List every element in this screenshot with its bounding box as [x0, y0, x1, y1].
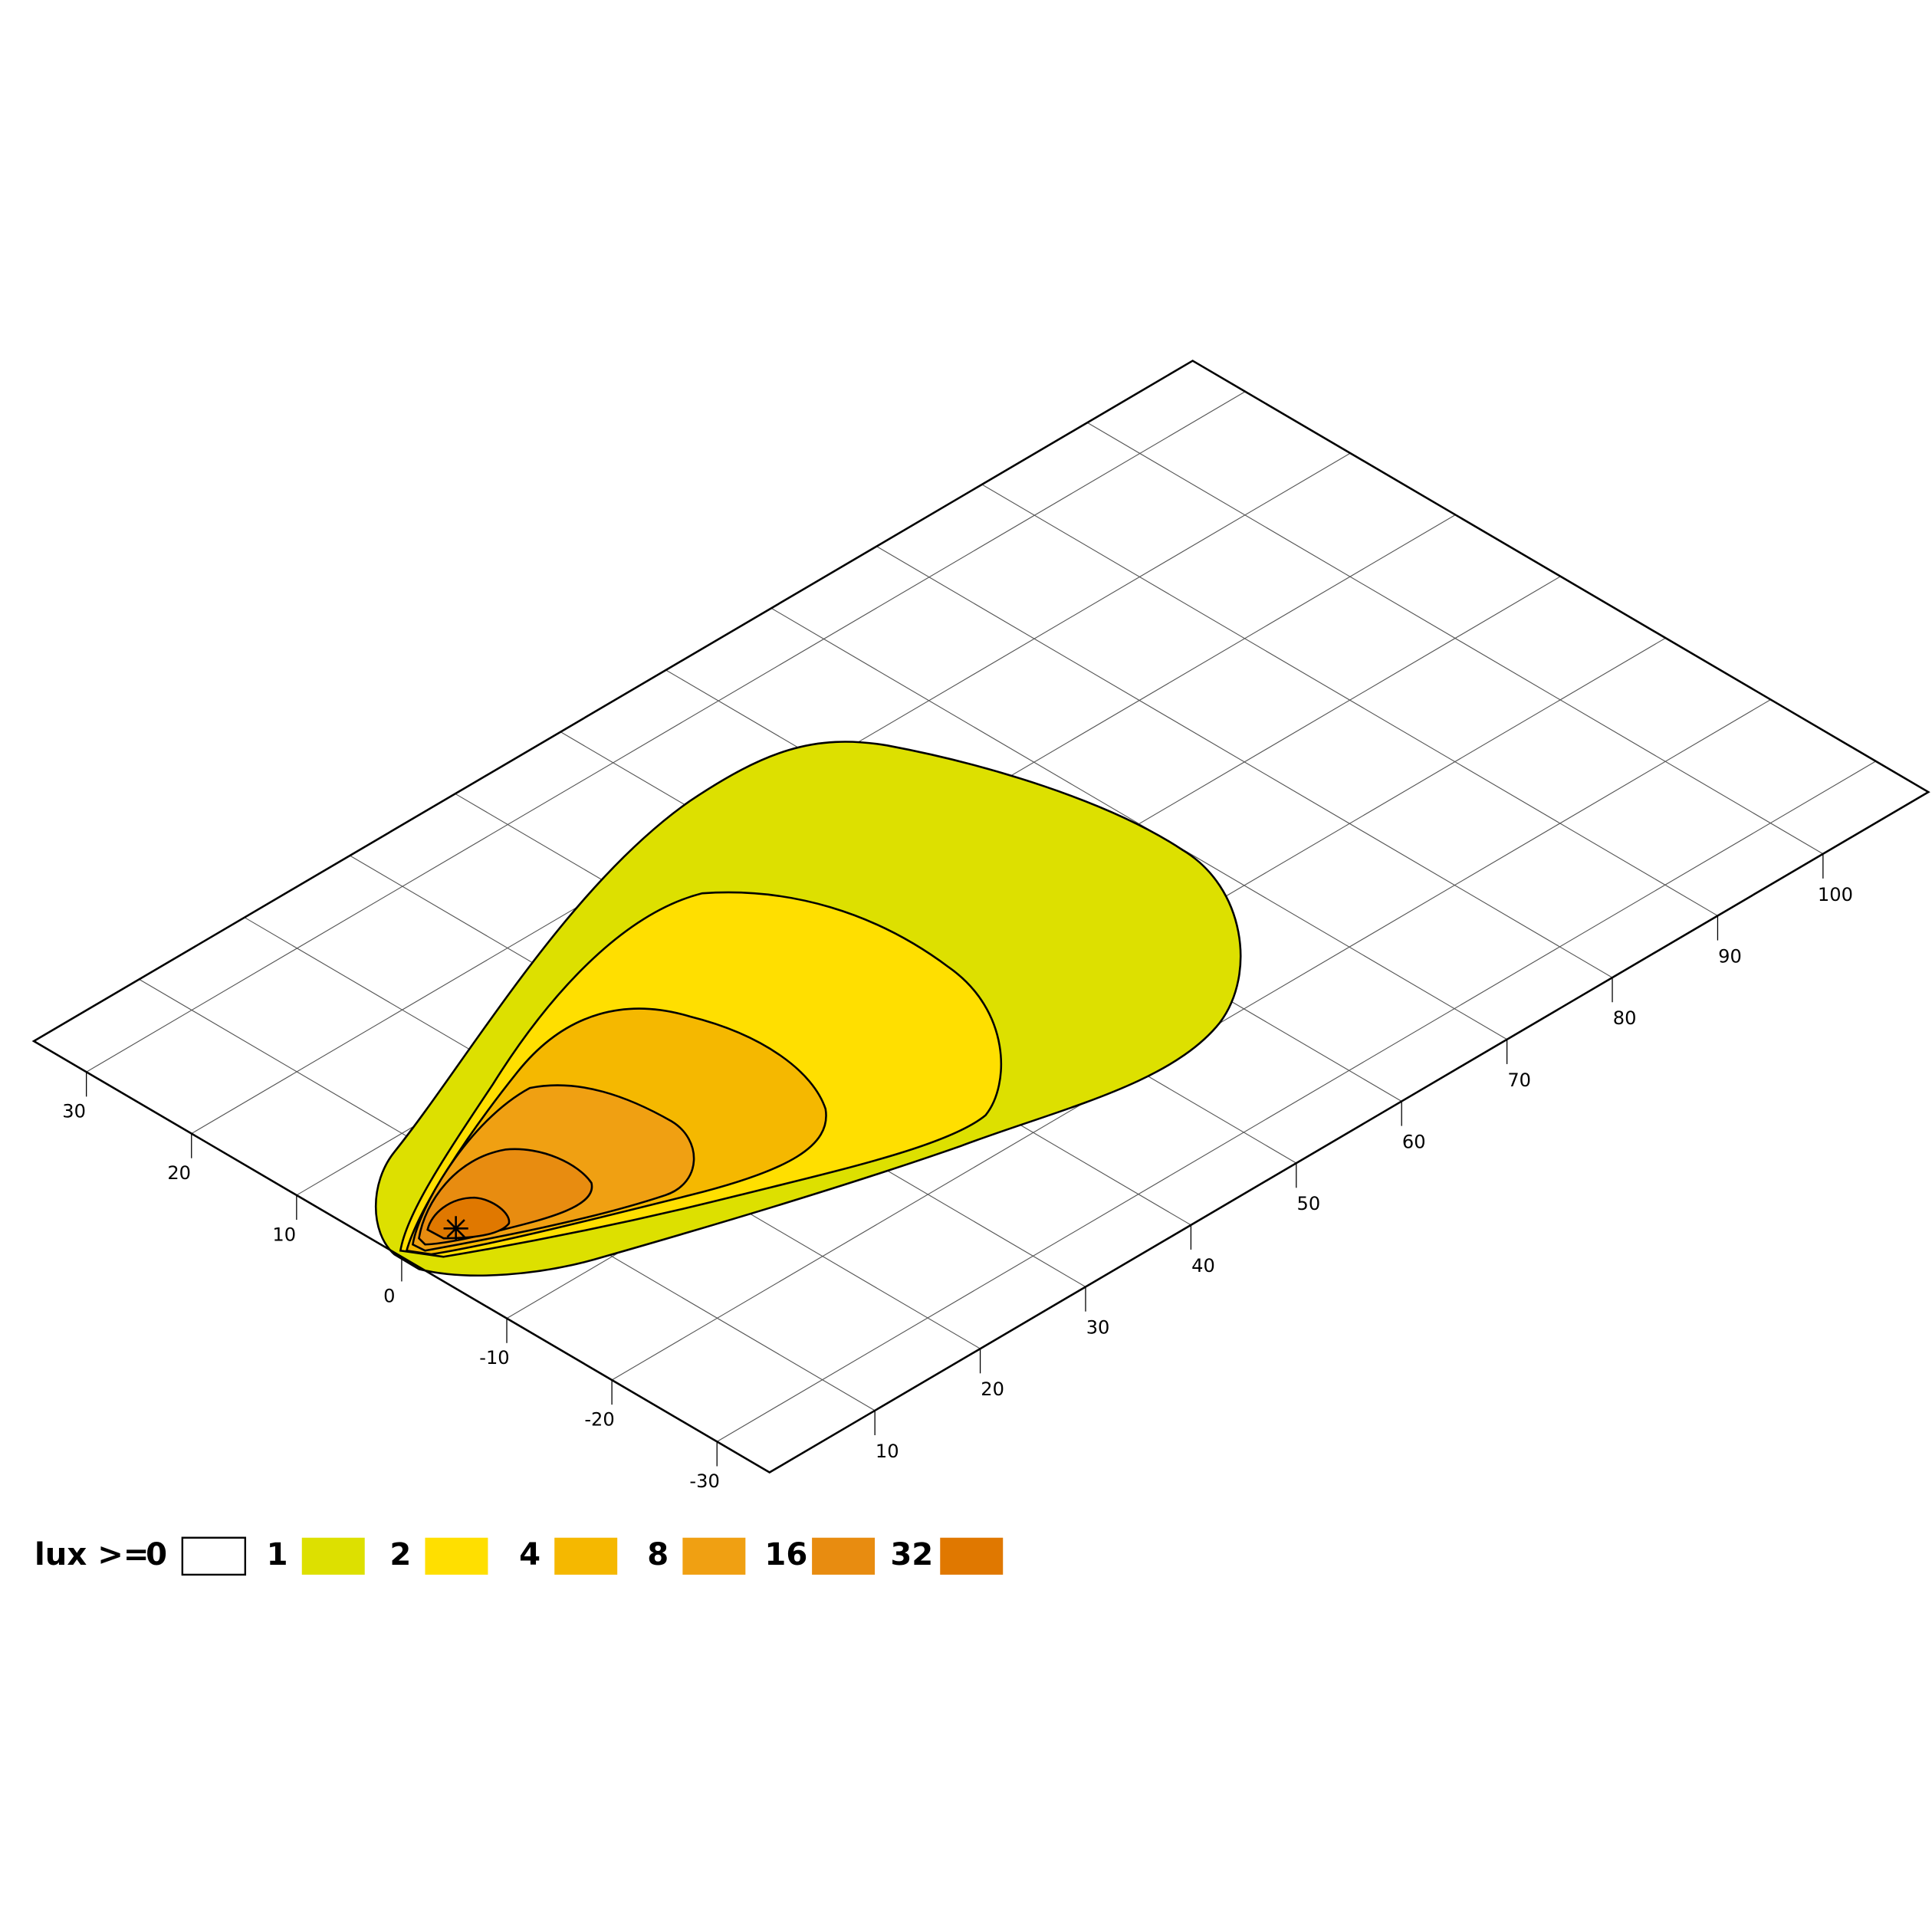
legend: lux >= 0 1 2 4 8 16 32: [34, 1536, 1004, 1576]
x-tick-label: 40: [1191, 1255, 1215, 1276]
plane-border: [31, 360, 1930, 1474]
legend-label: 2: [389, 1537, 411, 1572]
legend-label: 32: [890, 1537, 933, 1572]
y-tick-label: -20: [584, 1408, 614, 1430]
legend-label: 0: [146, 1537, 167, 1572]
light-source: [443, 1216, 468, 1241]
x-tick-label: 70: [1507, 1070, 1531, 1091]
y-tick-label: 10: [272, 1224, 296, 1245]
x-tick-label: 50: [1297, 1193, 1321, 1214]
grid-line: [86, 391, 1246, 1073]
legend-label: 16: [764, 1537, 807, 1572]
legend-swatch: [425, 1537, 488, 1575]
plane-edge: [31, 360, 1930, 1474]
legend-label: 4: [519, 1537, 540, 1572]
legend-label: 1: [267, 1537, 288, 1572]
x-tick-label: 60: [1402, 1132, 1426, 1153]
y-tick-label: 20: [167, 1162, 191, 1184]
x-tick-label: 90: [1718, 946, 1742, 968]
y-tick-label: -30: [689, 1470, 719, 1492]
x-tick-label: 10: [876, 1441, 899, 1462]
y-tick-label: 0: [383, 1286, 395, 1307]
legend-label: 8: [647, 1537, 669, 1572]
y-tick-label: 30: [62, 1101, 86, 1122]
x-tick-label: 20: [981, 1378, 1004, 1400]
y-tick-label: -10: [479, 1347, 509, 1368]
legend-swatch: [181, 1536, 247, 1576]
legend-swatch: [554, 1537, 618, 1575]
legend-swatch: [940, 1537, 1004, 1575]
x-tick-label: 100: [1818, 884, 1853, 905]
x-tick-label: 30: [1086, 1317, 1110, 1339]
legend-swatch: [682, 1537, 746, 1575]
contours: [375, 741, 1242, 1276]
legend-swatch: [301, 1537, 365, 1575]
legend-title: lux >=: [34, 1537, 150, 1572]
legend-swatch: [812, 1537, 876, 1575]
grid-line: [716, 761, 1876, 1442]
x-tick-label: 80: [1613, 1007, 1637, 1029]
